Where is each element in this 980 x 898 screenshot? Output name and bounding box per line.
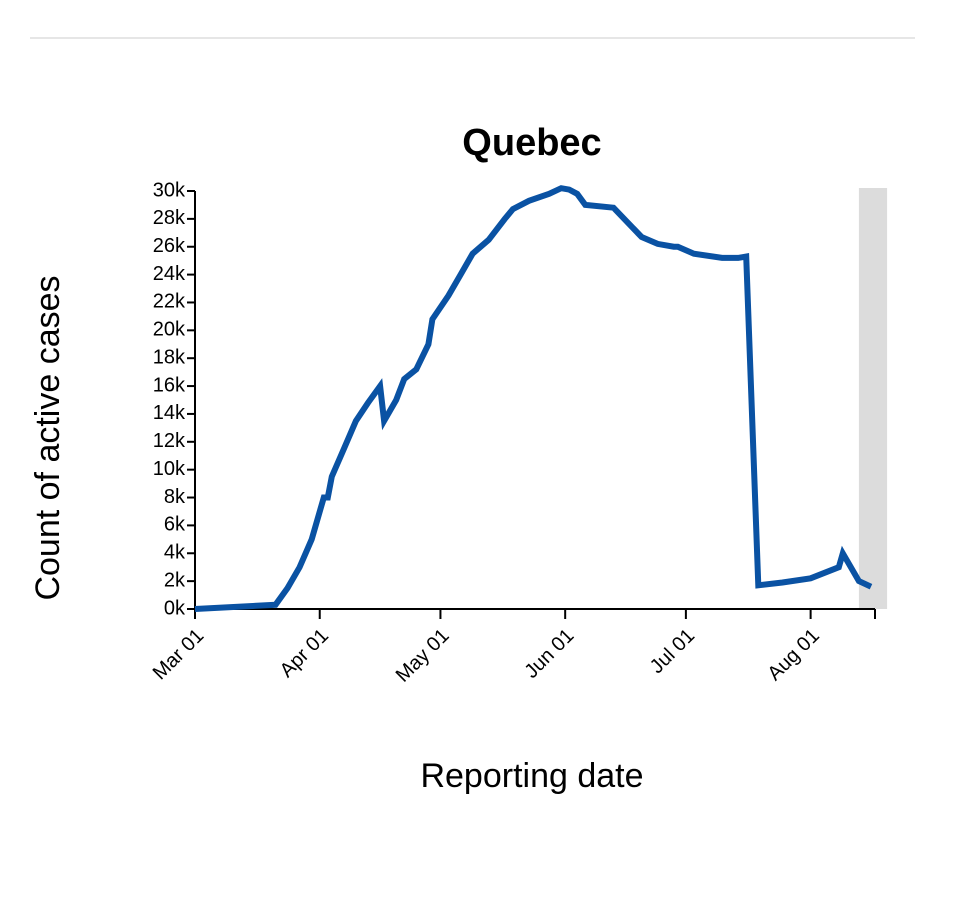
x-tick-label: Aug 01 xyxy=(764,625,824,685)
y-axis-label: Count of active cases xyxy=(29,275,67,600)
y-tick-label: 14k xyxy=(153,402,186,424)
y-tick-label: 2k xyxy=(164,569,186,591)
chart-title: Quebec xyxy=(462,122,601,164)
x-tick-label: Apr 01 xyxy=(276,625,333,682)
x-tick-label: Jul 01 xyxy=(646,625,699,678)
y-tick-label: 26k xyxy=(153,235,186,257)
y-tick-label: 28k xyxy=(153,207,186,229)
x-tick-label: May 01 xyxy=(392,625,454,687)
y-tick-label: 4k xyxy=(164,542,186,564)
y-tick-label: 18k xyxy=(153,346,186,368)
y-tick-label: 24k xyxy=(153,263,186,285)
y-tick-label: 16k xyxy=(153,374,186,396)
data-line xyxy=(194,185,873,612)
y-tick-label: 20k xyxy=(153,319,186,341)
y-tick-label: 0k xyxy=(164,597,186,619)
y-tick-label: 22k xyxy=(153,291,186,313)
shaded-region xyxy=(858,188,888,609)
y-tick-label: 8k xyxy=(164,486,186,508)
x-axis-label: Reporting date xyxy=(420,757,643,795)
y-tick-label: 12k xyxy=(153,430,186,452)
y-tick-label: 10k xyxy=(153,458,186,480)
y-tick-label: 6k xyxy=(164,514,186,536)
x-tick-label: Mar 01 xyxy=(149,625,209,685)
y-tick-label: 30k xyxy=(153,179,186,201)
x-tick-label: Jun 01 xyxy=(520,625,578,683)
